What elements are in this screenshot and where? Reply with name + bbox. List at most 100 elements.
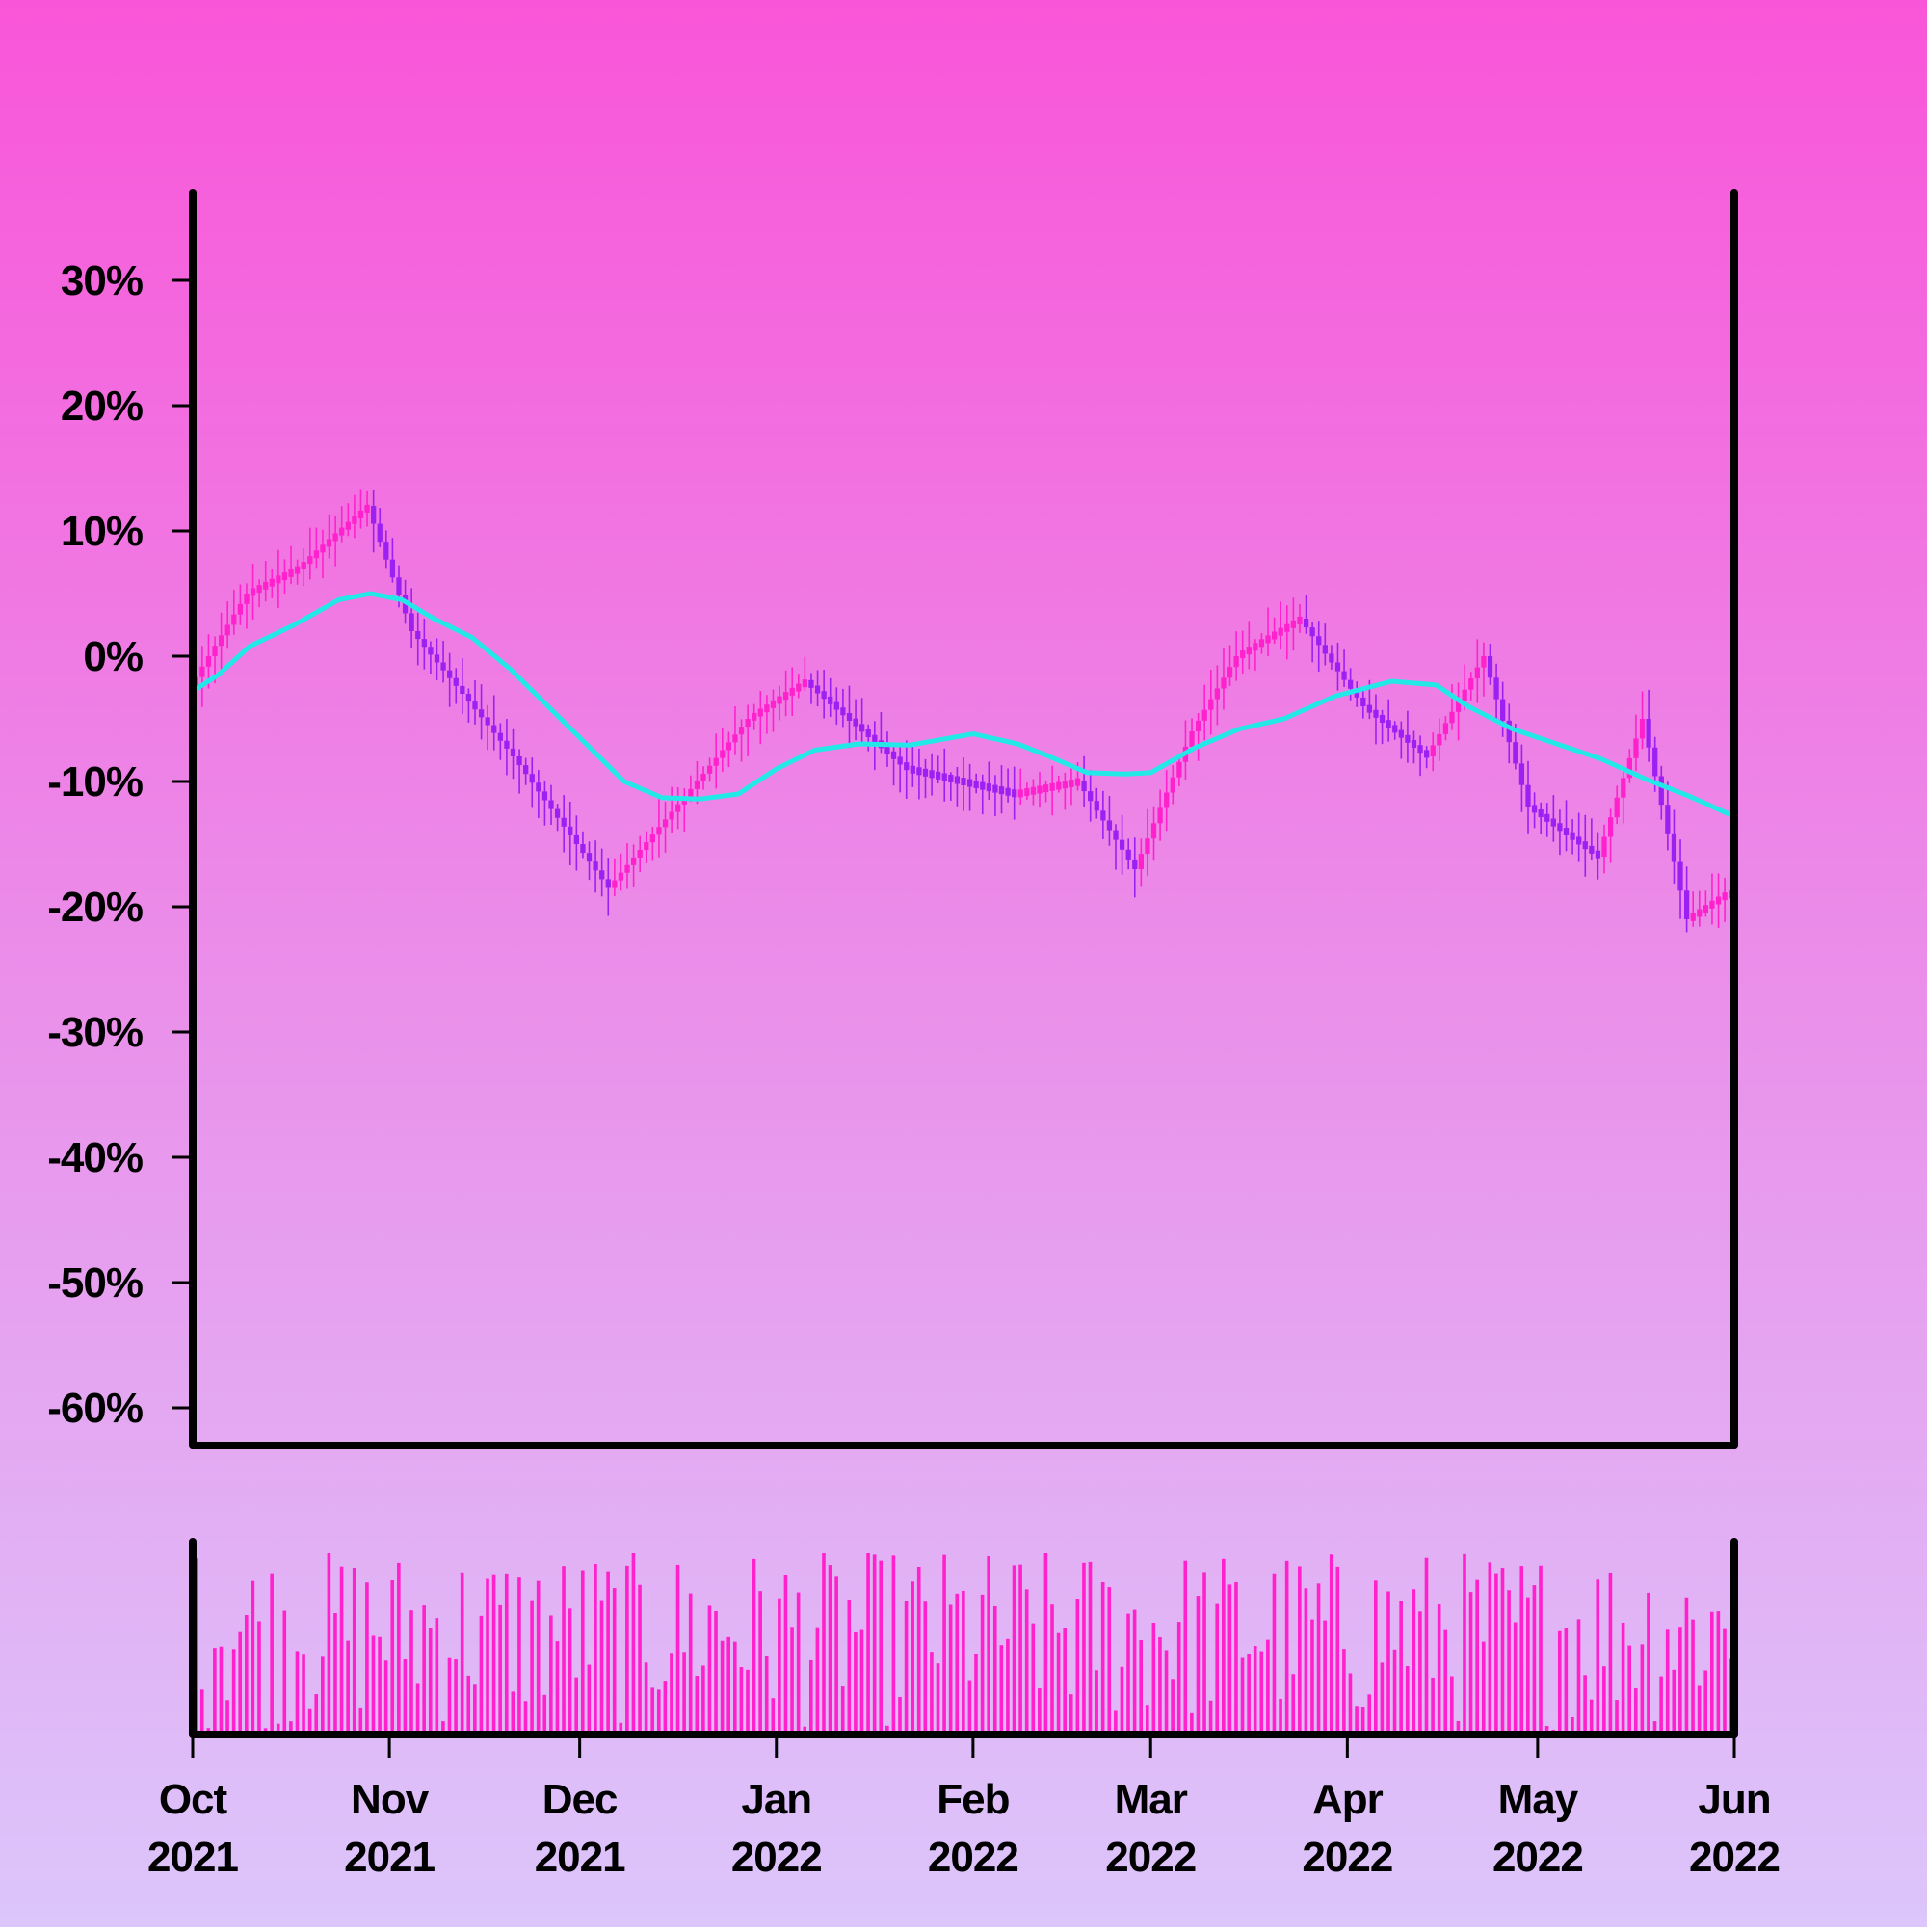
volume-bar <box>663 1681 668 1734</box>
volume-bar <box>1342 1649 1346 1734</box>
volume-bar <box>1107 1587 1112 1734</box>
volume-bar <box>790 1627 794 1734</box>
volume-bar <box>333 1612 337 1734</box>
volume-bar <box>815 1627 820 1734</box>
volume-bar <box>1463 1553 1466 1734</box>
volume-bar <box>403 1658 408 1734</box>
volume-bar <box>1043 1553 1048 1734</box>
candle-body <box>1442 723 1449 734</box>
volume-bar <box>231 1649 236 1734</box>
volume-bar <box>530 1600 534 1734</box>
volume-bar <box>625 1565 629 1734</box>
volume-bar <box>486 1578 489 1734</box>
volume-bar <box>1272 1573 1277 1734</box>
volume-bar <box>1672 1669 1676 1734</box>
volume-bar <box>549 1615 553 1734</box>
candle-body <box>352 516 357 524</box>
volume-bar <box>1494 1573 1498 1734</box>
candle-body <box>1646 719 1651 748</box>
volume-bar <box>1602 1666 1606 1734</box>
candle-body <box>510 748 516 756</box>
volume-bar <box>352 1567 356 1734</box>
volume-bar <box>1500 1568 1505 1734</box>
volume-bar <box>1450 1676 1454 1734</box>
volume-bar <box>1031 1623 1036 1734</box>
y-tick-label: -20% <box>47 884 143 931</box>
volume-bar <box>911 1581 914 1734</box>
volume-bar <box>631 1553 636 1734</box>
candle-body <box>961 778 966 785</box>
candle-body <box>453 677 459 686</box>
candle-body <box>644 842 649 851</box>
candle-body <box>833 701 839 710</box>
volume-bar <box>397 1562 401 1734</box>
candle-body <box>1246 647 1252 655</box>
candle-body <box>948 774 954 782</box>
x-tick-label-year: 2021 <box>344 1834 435 1881</box>
candle-body <box>434 654 440 663</box>
candle-body <box>295 566 301 574</box>
volume-bar <box>321 1656 325 1734</box>
volume-bar <box>714 1610 718 1734</box>
candle-body <box>1074 778 1081 786</box>
candle-body <box>212 646 218 656</box>
candle-body <box>1354 688 1359 698</box>
volume-bar <box>619 1722 623 1734</box>
candle-body <box>922 768 929 777</box>
volume-bar <box>764 1655 769 1734</box>
candle-body <box>472 701 478 710</box>
x-tick-label-month: Feb <box>937 1776 1009 1823</box>
y-tick-label: -30% <box>47 1009 143 1056</box>
volume-bar <box>511 1691 515 1734</box>
candle-body <box>1652 747 1658 777</box>
candle-body <box>1697 909 1703 917</box>
candle-body <box>536 782 541 792</box>
candle-body <box>853 718 858 727</box>
candle-body <box>586 853 593 862</box>
candle-body <box>846 712 853 721</box>
volume-bar <box>1360 1707 1365 1734</box>
candle-body <box>389 559 396 578</box>
candle-body <box>1272 631 1278 640</box>
candle-body <box>1119 839 1125 850</box>
candle-body <box>231 614 237 625</box>
candle-body <box>840 707 846 716</box>
volume-bar <box>682 1652 686 1734</box>
candle-body <box>428 647 434 655</box>
volume-bar <box>859 1629 864 1734</box>
candle-body <box>1157 807 1163 824</box>
candle-body <box>802 679 808 688</box>
x-tick-label-month: Jan <box>741 1776 811 1823</box>
volume-bar <box>1151 1622 1156 1734</box>
volume-bar <box>504 1573 509 1734</box>
candle-body <box>1544 813 1550 822</box>
candle-body <box>1379 715 1386 723</box>
volume-bar <box>536 1580 541 1734</box>
volume-bar <box>1647 1592 1650 1734</box>
candle-body <box>224 624 230 636</box>
candle-body <box>1525 784 1531 807</box>
volume-bar <box>1304 1588 1308 1734</box>
volume-bar <box>295 1651 300 1734</box>
volume-bar <box>1519 1566 1524 1734</box>
volume-bar <box>1418 1611 1422 1734</box>
volume-bar <box>574 1677 578 1734</box>
x-tick-label-year: 2022 <box>731 1834 822 1881</box>
candle-body <box>1405 734 1411 743</box>
volume-bar <box>885 1725 889 1734</box>
candle-body <box>637 849 643 858</box>
candle-body <box>954 776 961 784</box>
candle-body <box>1493 677 1499 700</box>
volume-bar <box>1437 1604 1441 1734</box>
x-tick-label-year: 2022 <box>1492 1834 1583 1881</box>
volume-bar <box>955 1593 960 1734</box>
volume-bar <box>916 1567 921 1734</box>
volume-bar <box>409 1610 413 1734</box>
volume-bar <box>562 1566 566 1734</box>
candle-body <box>789 687 795 696</box>
volume-bar <box>282 1610 287 1734</box>
x-tick-label-month: Mar <box>1115 1776 1188 1823</box>
volume-bar <box>967 1680 972 1734</box>
candle-body <box>688 788 694 797</box>
candle-body <box>1037 785 1043 794</box>
